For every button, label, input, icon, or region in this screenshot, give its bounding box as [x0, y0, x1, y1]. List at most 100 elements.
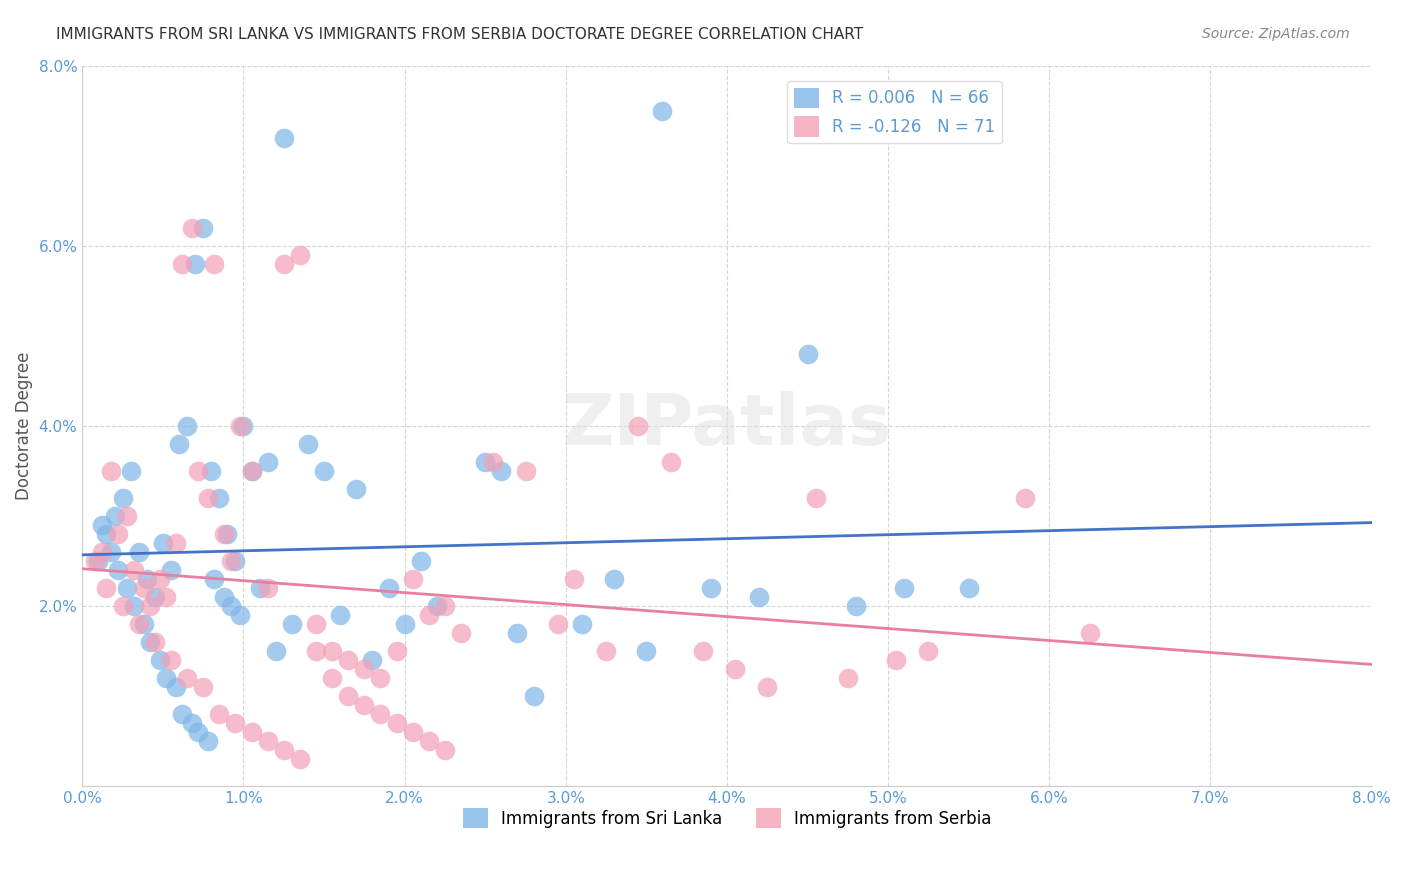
Point — [122, 599, 145, 613]
Point — [361, 653, 384, 667]
Point — [547, 616, 569, 631]
Point — [450, 625, 472, 640]
Point — [111, 599, 134, 613]
Point — [229, 607, 252, 622]
Point — [692, 644, 714, 658]
Point — [212, 526, 235, 541]
Point — [402, 724, 425, 739]
Point — [796, 346, 818, 360]
Point — [87, 554, 110, 568]
Point — [191, 220, 214, 235]
Point — [229, 418, 252, 433]
Point — [312, 464, 335, 478]
Point — [837, 671, 859, 685]
Point — [197, 733, 219, 747]
Point — [264, 644, 287, 658]
Point — [90, 545, 112, 559]
Text: Source: ZipAtlas.com: Source: ZipAtlas.com — [1202, 27, 1350, 41]
Point — [132, 616, 155, 631]
Point — [256, 455, 278, 469]
Point — [337, 689, 360, 703]
Point — [491, 464, 513, 478]
Point — [100, 545, 122, 559]
Point — [111, 491, 134, 505]
Point — [184, 257, 207, 271]
Point — [748, 590, 770, 604]
Point — [180, 715, 202, 730]
Point — [143, 590, 166, 604]
Point — [191, 680, 214, 694]
Point — [176, 671, 198, 685]
Point — [149, 572, 172, 586]
Point — [155, 671, 177, 685]
Point — [385, 644, 408, 658]
Point — [96, 581, 118, 595]
Point — [219, 554, 242, 568]
Point — [273, 743, 295, 757]
Legend: Immigrants from Sri Lanka, Immigrants from Serbia: Immigrants from Sri Lanka, Immigrants fr… — [456, 801, 998, 835]
Text: IMMIGRANTS FROM SRI LANKA VS IMMIGRANTS FROM SERBIA DOCTORATE DEGREE CORRELATION: IMMIGRANTS FROM SRI LANKA VS IMMIGRANTS … — [56, 27, 863, 42]
Point — [197, 491, 219, 505]
Point — [409, 554, 432, 568]
Point — [107, 526, 129, 541]
Point — [562, 572, 585, 586]
Point — [433, 599, 456, 613]
Point — [90, 517, 112, 532]
Point — [217, 526, 239, 541]
Point — [700, 581, 723, 595]
Point — [96, 526, 118, 541]
Point — [418, 733, 440, 747]
Point — [256, 581, 278, 595]
Point — [845, 599, 868, 613]
Point — [418, 607, 440, 622]
Point — [957, 581, 980, 595]
Point — [571, 616, 593, 631]
Point — [370, 671, 392, 685]
Point — [128, 616, 150, 631]
Point — [305, 644, 328, 658]
Point — [659, 455, 682, 469]
Point — [160, 653, 183, 667]
Point — [288, 752, 311, 766]
Point — [724, 662, 747, 676]
Text: ZIPatlas: ZIPatlas — [562, 392, 891, 460]
Point — [128, 545, 150, 559]
Point — [522, 689, 544, 703]
Point — [636, 644, 658, 658]
Point — [370, 706, 392, 721]
Point — [172, 257, 194, 271]
Point — [240, 464, 263, 478]
Point — [219, 599, 242, 613]
Point — [329, 607, 352, 622]
Point — [281, 616, 304, 631]
Point — [117, 508, 139, 523]
Point — [149, 653, 172, 667]
Point — [433, 743, 456, 757]
Point — [117, 581, 139, 595]
Point — [595, 644, 617, 658]
Point — [377, 581, 399, 595]
Point — [204, 257, 226, 271]
Point — [515, 464, 537, 478]
Point — [176, 418, 198, 433]
Point — [426, 599, 449, 613]
Point — [172, 706, 194, 721]
Point — [212, 590, 235, 604]
Point — [160, 563, 183, 577]
Point — [1078, 625, 1101, 640]
Point — [288, 247, 311, 261]
Point — [893, 581, 915, 595]
Point — [321, 671, 343, 685]
Point — [651, 103, 673, 118]
Point — [204, 572, 226, 586]
Point — [884, 653, 907, 667]
Point — [224, 554, 246, 568]
Point — [135, 572, 157, 586]
Point — [143, 634, 166, 648]
Point — [167, 436, 190, 450]
Point — [603, 572, 626, 586]
Point — [249, 581, 271, 595]
Point — [152, 535, 174, 549]
Point — [337, 653, 360, 667]
Point — [132, 581, 155, 595]
